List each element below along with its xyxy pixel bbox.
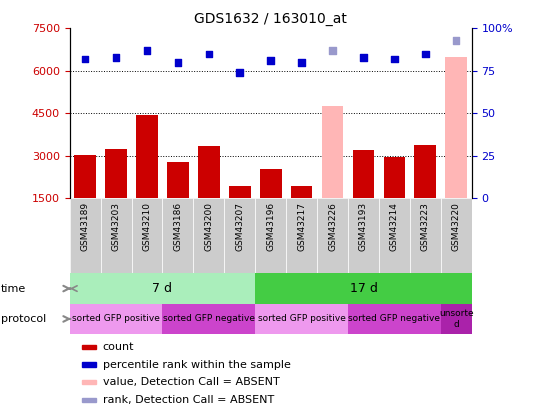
Bar	[410, 198, 441, 273]
Point	[81, 56, 90, 62]
Bar	[317, 198, 348, 273]
Bar	[82, 398, 96, 402]
Bar	[82, 362, 96, 367]
Text: GSM43186: GSM43186	[174, 202, 182, 252]
Text: GSM43214: GSM43214	[390, 202, 399, 251]
Bar	[105, 149, 127, 198]
Point	[297, 59, 306, 66]
Bar	[162, 198, 193, 273]
Bar	[441, 304, 472, 334]
Bar	[131, 198, 162, 273]
Text: unsorte
d: unsorte d	[439, 309, 473, 328]
Text: time: time	[1, 284, 26, 294]
Point	[174, 59, 182, 66]
Bar	[162, 304, 255, 334]
Bar	[441, 198, 472, 273]
Bar	[353, 150, 374, 198]
Text: GSM43196: GSM43196	[266, 202, 275, 252]
Bar	[70, 304, 162, 334]
Bar	[379, 198, 410, 273]
Bar	[229, 185, 251, 198]
Text: GSM43189: GSM43189	[80, 202, 90, 252]
Bar	[414, 145, 436, 198]
Point	[205, 51, 213, 57]
Text: GSM43217: GSM43217	[297, 202, 306, 251]
Text: rank, Detection Call = ABSENT: rank, Detection Call = ABSENT	[103, 395, 274, 405]
Bar	[286, 198, 317, 273]
Text: GSM43200: GSM43200	[204, 202, 213, 251]
Bar	[291, 185, 312, 198]
Point	[452, 37, 460, 43]
Text: GSM43193: GSM43193	[359, 202, 368, 252]
Bar	[255, 304, 348, 334]
Bar	[348, 198, 379, 273]
Point	[328, 47, 337, 54]
Bar	[348, 304, 441, 334]
Text: GSM43207: GSM43207	[235, 202, 244, 251]
Bar	[198, 146, 220, 198]
Bar	[384, 157, 405, 198]
Text: count: count	[103, 342, 134, 352]
Bar	[260, 168, 281, 198]
Text: GSM43223: GSM43223	[421, 202, 430, 251]
Bar	[322, 107, 344, 198]
Bar	[70, 198, 101, 273]
Text: protocol: protocol	[1, 314, 46, 324]
Bar	[70, 273, 255, 304]
Bar	[82, 380, 96, 384]
Bar	[193, 198, 224, 273]
Bar	[255, 273, 472, 304]
Text: sorted GFP negative: sorted GFP negative	[163, 314, 255, 324]
Point	[235, 69, 244, 76]
Bar	[167, 162, 189, 198]
Point	[112, 54, 121, 60]
Bar	[255, 198, 286, 273]
Text: sorted GFP positive: sorted GFP positive	[258, 314, 346, 324]
Text: sorted GFP negative: sorted GFP negative	[348, 314, 441, 324]
Text: GSM43210: GSM43210	[143, 202, 152, 251]
Text: GSM43220: GSM43220	[452, 202, 461, 251]
Point	[266, 58, 275, 64]
Bar	[136, 115, 158, 198]
Text: 7 d: 7 d	[152, 282, 173, 295]
Point	[421, 51, 429, 57]
Text: percentile rank within the sample: percentile rank within the sample	[103, 360, 291, 370]
Text: 17 d: 17 d	[349, 282, 377, 295]
Bar	[101, 198, 131, 273]
Text: sorted GFP positive: sorted GFP positive	[72, 314, 160, 324]
Bar	[224, 198, 255, 273]
Bar	[75, 154, 96, 198]
Bar	[82, 345, 96, 349]
Point	[359, 54, 368, 60]
Point	[390, 56, 399, 62]
Bar	[445, 57, 467, 198]
Point	[143, 47, 151, 54]
Title: GDS1632 / 163010_at: GDS1632 / 163010_at	[194, 12, 347, 26]
Text: GSM43226: GSM43226	[328, 202, 337, 251]
Text: GSM43203: GSM43203	[111, 202, 121, 251]
Text: value, Detection Call = ABSENT: value, Detection Call = ABSENT	[103, 377, 279, 387]
